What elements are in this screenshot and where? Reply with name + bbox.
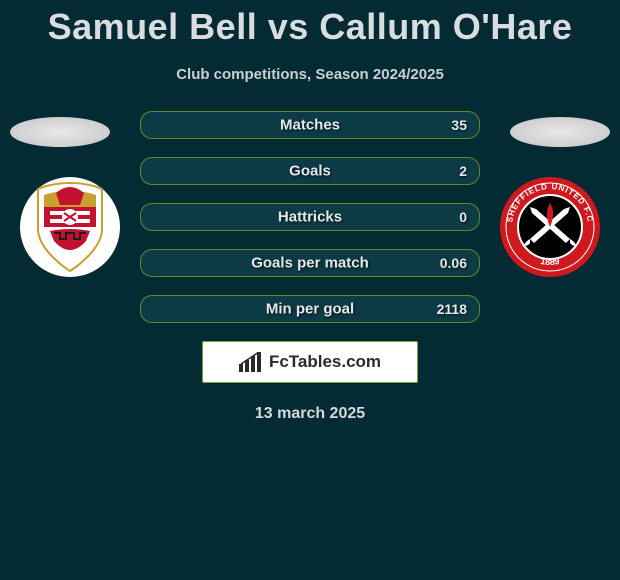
stat-row-goals: Goals 2 <box>140 157 480 185</box>
player-left-portrait <box>10 117 110 147</box>
page-title: Samuel Bell vs Callum O'Hare <box>0 0 620 48</box>
bar-chart-icon <box>239 352 263 372</box>
brand-label: FcTables.com <box>269 352 381 372</box>
svg-text:1889: 1889 <box>540 256 561 267</box>
stat-bars: Matches 35 Goals 2 Hattricks 0 Goals per… <box>140 111 480 323</box>
stat-label: Goals per match <box>251 255 369 272</box>
stat-label: Min per goal <box>266 301 354 318</box>
brand-box[interactable]: FcTables.com <box>202 341 418 383</box>
stat-label: Goals <box>289 163 331 180</box>
date-label: 13 march 2025 <box>0 405 620 423</box>
stat-value: 2118 <box>437 301 467 317</box>
stat-row-hattricks: Hattricks 0 <box>140 203 480 231</box>
comparison-stage: SHEFFIELD UNITED F.C 1889 Matches 35 Goa… <box>0 111 620 423</box>
sheffield-united-crest-icon: SHEFFIELD UNITED F.C 1889 <box>500 177 600 277</box>
stat-value: 0 <box>459 209 467 225</box>
player-right-portrait <box>510 117 610 147</box>
stat-label: Hattricks <box>278 209 342 226</box>
stat-label: Matches <box>280 117 340 134</box>
stat-value: 35 <box>451 117 467 133</box>
stat-row-goals-per-match: Goals per match 0.06 <box>140 249 480 277</box>
bristol-city-crest-icon <box>20 177 120 277</box>
subtitle: Club competitions, Season 2024/2025 <box>0 66 620 83</box>
crest-left <box>20 177 120 277</box>
stat-row-min-per-goal: Min per goal 2118 <box>140 295 480 323</box>
stat-value: 2 <box>459 163 467 179</box>
stat-row-matches: Matches 35 <box>140 111 480 139</box>
stat-value: 0.06 <box>440 255 467 271</box>
crest-right: SHEFFIELD UNITED F.C 1889 <box>500 177 600 277</box>
